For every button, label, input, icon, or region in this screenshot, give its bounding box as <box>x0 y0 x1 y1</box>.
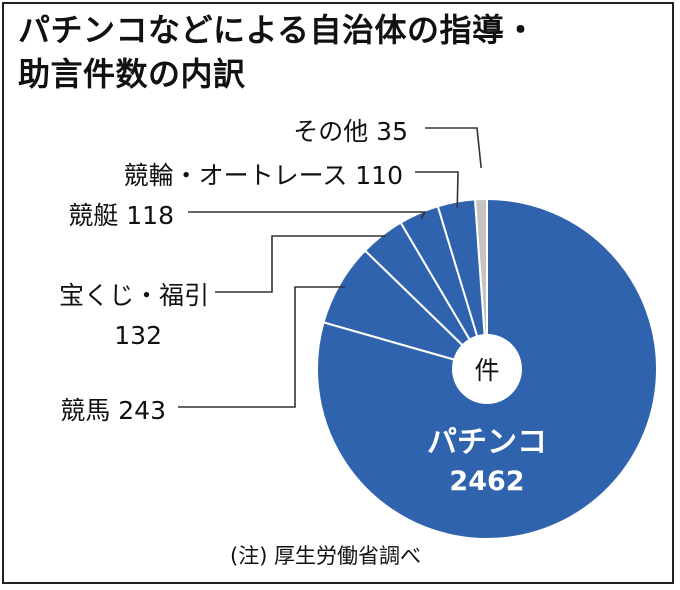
leader-line-1 <box>425 127 482 169</box>
source-note: (注) 厚生労働省調べ <box>230 544 422 568</box>
slice-label-2: 競輪・オートレース 110 <box>124 161 403 190</box>
pie-center-hole <box>452 334 522 404</box>
chart-title: パチンコなどによる自治体の指導・ 助言件数の内訳 <box>18 8 537 96</box>
title-line-1: パチンコなどによる自治体の指導・ <box>18 11 538 49</box>
slice-label-5: 競馬 243 <box>60 396 166 425</box>
slice-value-label-4: 132 <box>114 321 162 350</box>
leader-line-4 <box>215 235 386 293</box>
slice-label-1: その他 35 <box>293 117 408 146</box>
leader-line-2 <box>415 171 459 208</box>
leader-line-3 <box>188 211 427 220</box>
leader-line-5 <box>178 286 345 408</box>
pie-center-label: 件 <box>474 356 499 385</box>
slice-label-main: パチンコ <box>427 425 547 460</box>
slice-value-label-main: 2462 <box>449 466 524 497</box>
slice-label-4: 宝くじ・福引 <box>59 281 209 310</box>
slice-label-3: 競艇 118 <box>68 201 174 230</box>
title-line-2: 助言件数の内訳 <box>18 55 246 93</box>
